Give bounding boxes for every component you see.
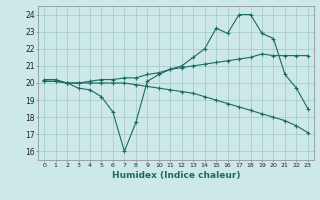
X-axis label: Humidex (Indice chaleur): Humidex (Indice chaleur) [112, 171, 240, 180]
